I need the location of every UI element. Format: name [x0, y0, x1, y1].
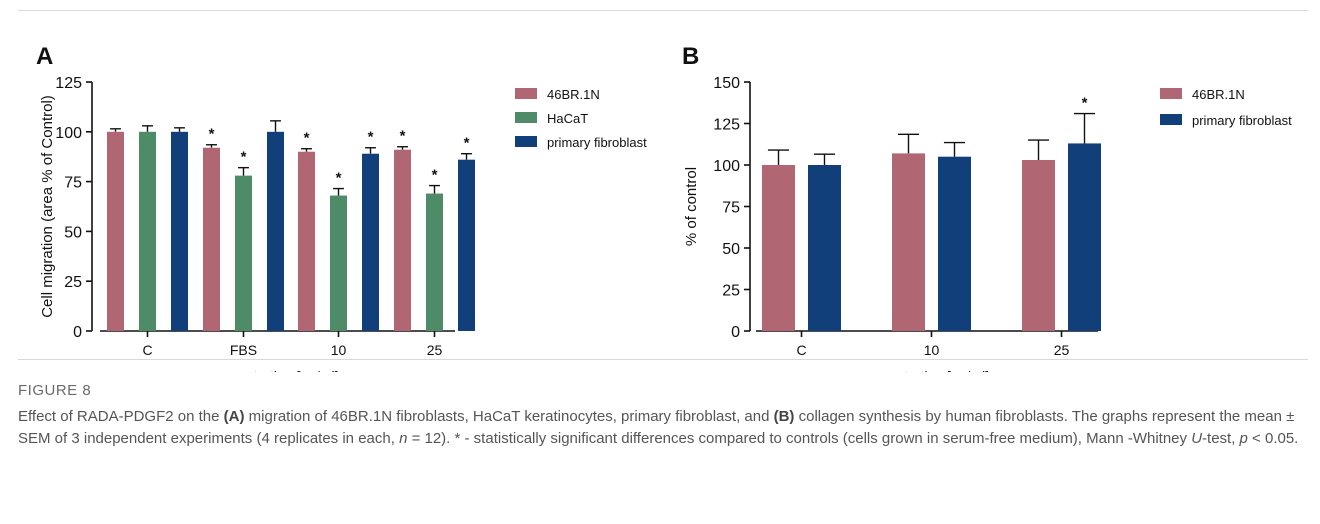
panel-a-y-label: Cell migration (area % of Control): [39, 95, 56, 318]
panel-b-bar: [1068, 143, 1101, 331]
panel-a-legend-label: primary fibroblast: [547, 135, 647, 150]
panel-b-y-tick-label: 25: [722, 283, 740, 300]
panel-a-letter: A: [36, 43, 53, 70]
caption-ref-b: (B): [773, 408, 795, 425]
panel-b-y-tick-label: 100: [713, 158, 740, 175]
caption-text-3: collagen synthesis by human fibroblasts.…: [18, 408, 1295, 447]
panel-a-bar: [139, 131, 156, 331]
panel-b-y-tick-label: 50: [722, 241, 740, 258]
panel-a-y-tick-label: 75: [64, 175, 82, 192]
panel-b-legend-label: primary fibroblast: [1192, 113, 1292, 128]
panel-b-y-tick-label: 0: [731, 324, 740, 341]
panel-a-legend-swatch: [515, 112, 537, 123]
caption-text-4: = 12). * - statistically significant dif…: [407, 430, 1192, 447]
panel-b-y-tick-label: 150: [713, 75, 740, 92]
panel-a-x-label: concentration [ug/ml]: [209, 368, 339, 372]
caption-text-5: -test,: [1202, 430, 1240, 447]
panel-b-x-tick-label: 10: [924, 342, 940, 358]
panel-a-bar: [203, 147, 220, 331]
panel-a-significance-marker: *: [209, 126, 215, 143]
panel-b-legend-swatch: [1160, 114, 1182, 125]
caption-u-symbol: U: [1191, 430, 1203, 447]
caption-n-symbol: n: [399, 430, 408, 447]
panel-a-x-tick-label: 25: [427, 342, 443, 358]
panel-a-significance-marker: *: [336, 170, 342, 187]
figure-label: FIGURE 8: [18, 382, 92, 399]
panel-a-significance-marker: *: [464, 135, 470, 152]
panel-a-y-tick-label: 0: [73, 324, 82, 341]
panel-b-bar: [892, 153, 925, 331]
panel-a-bar: [362, 153, 379, 331]
caption-text-2: migration of 46BR.1N fibroblasts, HaCaT …: [244, 408, 774, 425]
panel-b-x-tick-label: C: [796, 342, 806, 358]
panel-b-bar: [1022, 160, 1055, 331]
panel-a-bar: [394, 149, 411, 331]
panel-a-bar: [107, 131, 124, 331]
panel-b-letter: B: [682, 43, 699, 70]
panel-a-legend-label: HaCaT: [547, 111, 588, 126]
panel-b-bar: [938, 156, 971, 331]
panel-a-bar: [267, 131, 284, 331]
panel-b-bar: [762, 165, 795, 331]
panel-a-legend-swatch: [515, 88, 537, 99]
caption-ref-a: (A): [223, 408, 245, 425]
panel-b-y-tick-label: 75: [722, 200, 740, 217]
panel-b-bar: [808, 165, 841, 331]
panel-a-x-tick-label: C: [142, 342, 152, 358]
panel-b-x-tick-label: 25: [1054, 342, 1070, 358]
caption-text-1: Effect of RADA-PDGF2 on the: [18, 408, 224, 425]
panel-a-x-tick-label: FBS: [230, 342, 257, 358]
panel-b-significance-marker: *: [1082, 95, 1088, 112]
panel-a-significance-marker: *: [241, 149, 247, 166]
figure-caption: FIGURE 8 Effect of RADA-PDGF2 on the (A)…: [18, 380, 1308, 450]
panel-a-x-tick-label: 10: [331, 342, 347, 358]
panel-b-legend-label: 46BR.1N: [1192, 87, 1245, 102]
panel-a-bar: [458, 159, 475, 331]
panel-a-y-tick-label: 50: [64, 224, 82, 241]
panel-b-x-label: concentration [ug/ml]: [859, 368, 989, 372]
panel-a-legend-label: 46BR.1N: [547, 87, 600, 102]
caption-p-symbol: p: [1239, 430, 1248, 447]
panel-a-significance-marker: *: [304, 130, 310, 147]
panel-a-y-tick-label: 25: [64, 274, 82, 291]
panel-b-y-label: % of control: [683, 167, 700, 246]
panel-a-bar: [298, 151, 315, 331]
panel-b-y-tick-label: 125: [713, 117, 740, 134]
panel-a-bar: [426, 193, 443, 331]
panel-a-y-tick-label: 100: [55, 125, 82, 142]
panel-b-legend-swatch: [1160, 88, 1182, 99]
figure-frame: [18, 10, 1308, 360]
panel-a-legend-swatch: [515, 136, 537, 147]
panel-a-significance-marker: *: [432, 167, 438, 184]
panel-a-significance-marker: *: [368, 129, 374, 146]
panel-a-y-tick-label: 125: [55, 75, 82, 92]
panel-a-bar: [235, 175, 252, 331]
panel-a-significance-marker: *: [400, 128, 406, 145]
caption-text-6: < 0.05.: [1247, 430, 1299, 447]
panel-a-bar: [171, 131, 188, 331]
panel-a-bar: [330, 195, 347, 331]
